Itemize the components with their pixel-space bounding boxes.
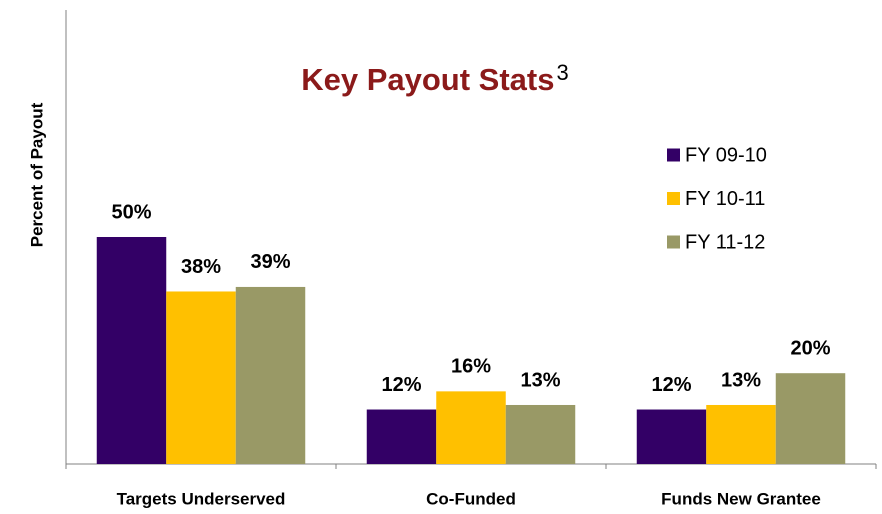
bar (96, 237, 167, 464)
value-label: 20% (790, 337, 830, 359)
bar (505, 404, 576, 464)
value-label: 13% (721, 369, 761, 391)
value-label: 16% (451, 356, 491, 378)
legend-swatch (667, 192, 680, 205)
value-label: 13% (520, 369, 560, 391)
bar (166, 291, 236, 464)
chart-title: Key Payout Stats3 (301, 60, 569, 97)
legend-label: FY 09-10 (685, 144, 767, 166)
y-axis-label: Percent of Payout (27, 102, 46, 247)
x-tick-label: Co-Funded (426, 489, 516, 508)
bar (436, 391, 506, 464)
legend-label: FY 11-12 (685, 231, 765, 253)
legend-swatch (667, 235, 680, 249)
title-text: Key Payout Stats (301, 62, 554, 97)
x-tick-label: Targets Underserved (117, 489, 286, 508)
bar (235, 286, 306, 464)
value-label: 12% (381, 374, 421, 396)
bar (775, 373, 846, 464)
value-label: 39% (250, 251, 290, 273)
value-label: 38% (181, 256, 221, 278)
title-superscript: 3 (557, 60, 569, 85)
value-label: 12% (651, 374, 691, 396)
bar (366, 409, 437, 464)
bar (706, 404, 776, 464)
legend-swatch (667, 148, 680, 162)
bar (636, 409, 707, 464)
x-tick-label: Funds New Grantee (661, 489, 821, 508)
legend-label: FY 10-11 (685, 188, 765, 210)
value-label: 50% (111, 201, 151, 223)
